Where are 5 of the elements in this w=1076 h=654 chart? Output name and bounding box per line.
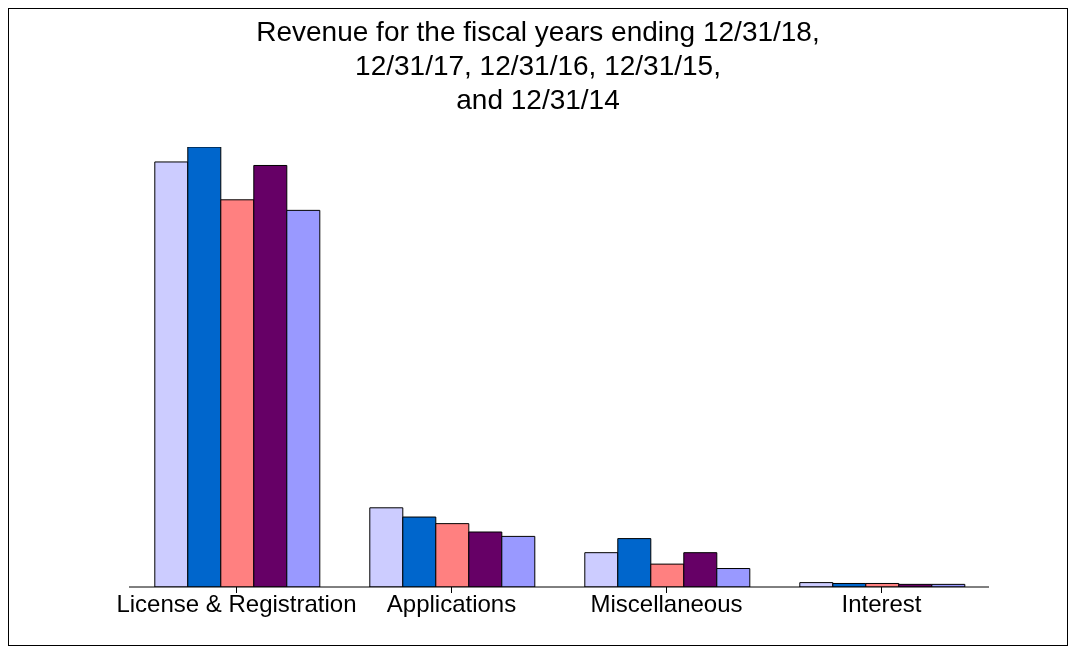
- x-tick-label: Applications: [386, 590, 517, 618]
- x-tick-label: Miscellaneous: [590, 590, 743, 618]
- x-tick-label: License & Registration: [116, 590, 357, 618]
- x-tick-label: Interest: [841, 590, 922, 618]
- chart-title: Revenue for the fiscal years ending 12/31/18, 12/31/17, 12/31/16, 12/31/15, and 12/31/14: [255, 15, 821, 117]
